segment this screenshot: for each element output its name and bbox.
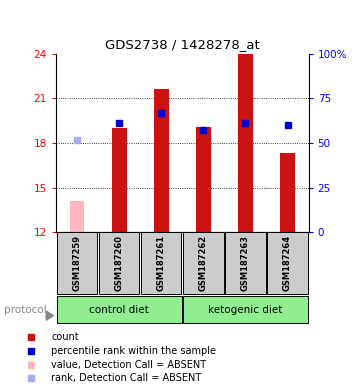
Text: GSM187259: GSM187259 (73, 235, 82, 291)
Bar (196, 127, 211, 232)
Bar (280, 154, 295, 232)
FancyBboxPatch shape (99, 232, 139, 294)
Bar (70, 201, 84, 232)
FancyBboxPatch shape (141, 232, 182, 294)
Text: protocol: protocol (4, 305, 46, 315)
FancyBboxPatch shape (225, 232, 266, 294)
Text: GSM187261: GSM187261 (157, 235, 166, 291)
FancyBboxPatch shape (183, 232, 223, 294)
Bar (238, 54, 253, 232)
Text: GSM187262: GSM187262 (199, 235, 208, 291)
FancyBboxPatch shape (57, 296, 182, 323)
FancyBboxPatch shape (57, 232, 97, 294)
Text: GSM187260: GSM187260 (115, 235, 123, 291)
Text: GSM187263: GSM187263 (241, 235, 250, 291)
FancyBboxPatch shape (268, 232, 308, 294)
Bar (154, 89, 169, 232)
Text: value, Detection Call = ABSENT: value, Detection Call = ABSENT (51, 360, 206, 370)
Polygon shape (46, 311, 53, 320)
Bar (112, 128, 126, 232)
Text: GSM187264: GSM187264 (283, 235, 292, 291)
Text: count: count (51, 333, 79, 343)
Text: control diet: control diet (89, 305, 149, 314)
FancyBboxPatch shape (183, 296, 308, 323)
Text: ketogenic diet: ketogenic diet (208, 305, 283, 314)
Title: GDS2738 / 1428278_at: GDS2738 / 1428278_at (105, 38, 260, 51)
Text: percentile rank within the sample: percentile rank within the sample (51, 346, 216, 356)
Text: rank, Detection Call = ABSENT: rank, Detection Call = ABSENT (51, 373, 201, 383)
